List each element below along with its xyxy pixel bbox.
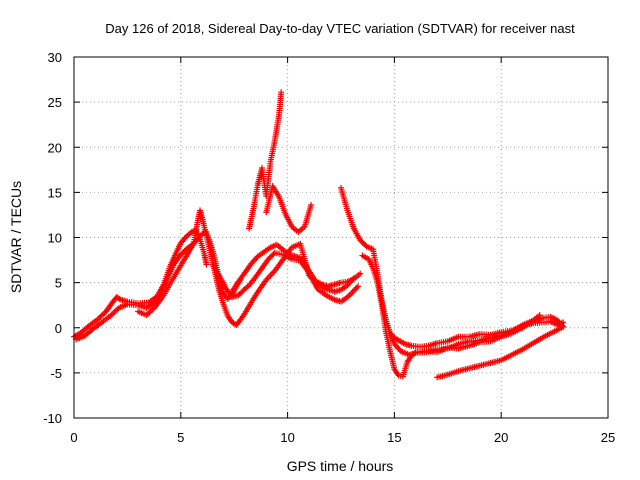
grid-lines [74,57,608,418]
series-arc-g [263,183,315,236]
series-arc-j [387,313,567,358]
data-point [98,312,105,319]
y-tick-label: -5 [50,366,62,381]
y-tick-label: 30 [48,50,62,65]
series-arc-a [71,227,210,340]
series-arc-d [209,249,362,305]
x-axis-label: GPS time / hours [287,458,394,474]
x-tick-label: 25 [601,430,615,445]
y-axis-label: SDTVAR / TECUs [8,181,24,293]
data-point [270,251,277,258]
data-point [278,89,285,96]
x-tick-label: 0 [70,430,77,445]
data-point [111,308,118,315]
data-series [71,89,567,381]
x-tick-label: 20 [494,430,508,445]
series-arc-k [434,323,567,381]
y-tick-label: -10 [43,411,62,426]
data-point [355,283,362,290]
x-tick-label: 15 [387,430,401,445]
y-tick-label: 10 [48,231,62,246]
data-point [536,312,543,319]
y-tick-label: 0 [55,321,62,336]
data-point [110,310,117,317]
series-arc-e [229,241,364,295]
y-tick-label: 25 [48,95,62,110]
data-point [113,307,120,314]
data-point [203,261,210,268]
y-tick-label: 5 [55,276,62,291]
data-point [560,323,567,330]
x-tick-label: 10 [280,430,294,445]
data-point [357,270,364,277]
series-arc-c [135,207,357,329]
data-point [100,311,107,318]
series-arc-f [246,89,285,232]
y-tick-label: 20 [48,140,62,155]
x-tick-label: 5 [177,430,184,445]
y-tick-label: 15 [48,185,62,200]
data-point [308,202,315,209]
data-point [97,313,104,320]
axis-ticks: 0 5 10 15 20 25 -10 -5 0 5 10 15 20 25 30 [43,50,615,445]
data-point [145,310,152,317]
chart-title: Day 126 of 2018, Sidereal Day-to-day VTE… [105,21,575,36]
